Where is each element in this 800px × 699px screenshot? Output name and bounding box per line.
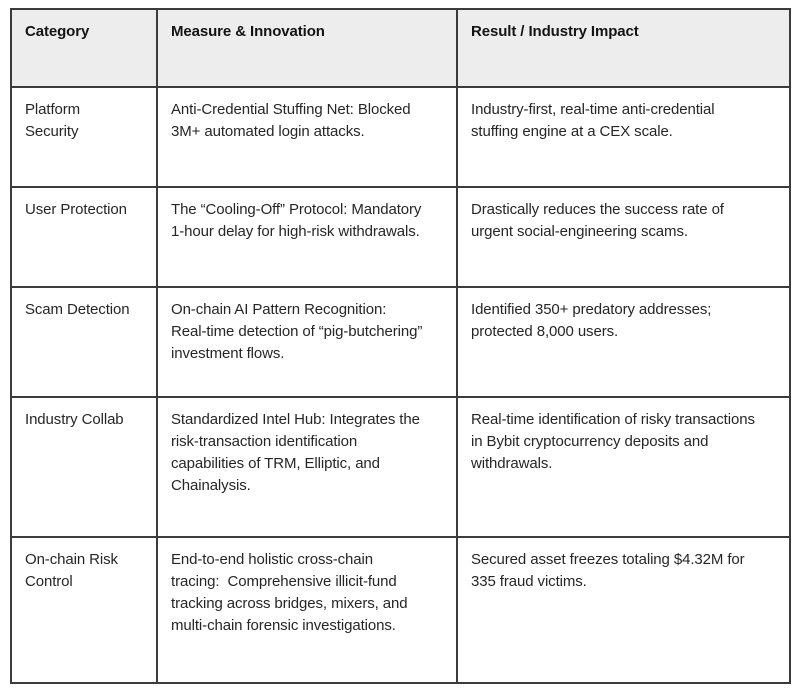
header-row: Category Measure & Innovation Result / I…	[10, 8, 791, 88]
table-row: Industry Collab Standardized Intel Hub: …	[10, 396, 791, 538]
cell-result: Identified 350+ predatory addresses; pro…	[456, 286, 791, 398]
cell-measure: Anti-Credential Stuffing Net: Blocked 3M…	[156, 86, 458, 188]
cell-category: Platform Security	[10, 86, 158, 188]
cell-measure: Standardized Intel Hub: Integrates the r…	[156, 396, 458, 538]
cell-measure: On-chain AI Pattern Recognition: Real-ti…	[156, 286, 458, 398]
cell-result: Industry-first, real-time anti-credentia…	[456, 86, 791, 188]
table-row: Scam Detection On-chain AI Pattern Recog…	[10, 286, 791, 398]
column-header-result: Result / Industry Impact	[456, 8, 791, 88]
cell-result: Real-time identification of risky transa…	[456, 396, 791, 538]
cell-category: Scam Detection	[10, 286, 158, 398]
table-row: Platform Security Anti-Credential Stuffi…	[10, 86, 791, 188]
table-row: On-chain Risk Control End-to-end holisti…	[10, 536, 791, 684]
cell-result: Secured asset freezes totaling $4.32M fo…	[456, 536, 791, 684]
cell-measure: End-to-end holistic cross-chain tracing:…	[156, 536, 458, 684]
cell-result: Drastically reduces the success rate of …	[456, 186, 791, 288]
column-header-measure: Measure & Innovation	[156, 8, 458, 88]
security-measures-table: Category Measure & Innovation Result / I…	[10, 8, 791, 684]
cell-category: Industry Collab	[10, 396, 158, 538]
table-row: User Protection The “Cooling-Off” Protoc…	[10, 186, 791, 288]
cell-category: User Protection	[10, 186, 158, 288]
column-header-category: Category	[10, 8, 158, 88]
cell-category: On-chain Risk Control	[10, 536, 158, 684]
cell-measure: The “Cooling-Off” Protocol: Mandatory 1-…	[156, 186, 458, 288]
